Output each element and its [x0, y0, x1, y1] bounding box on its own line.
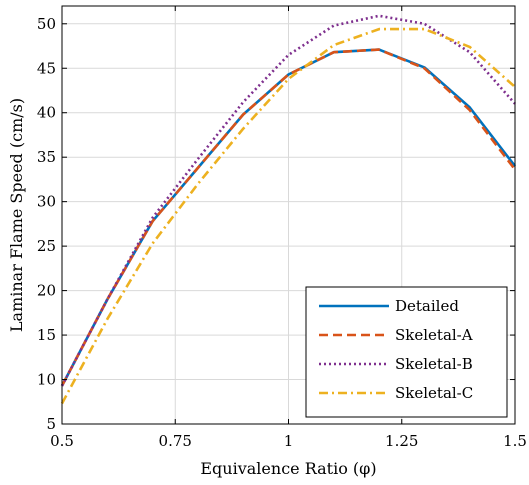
x-tick-label: 1: [284, 432, 294, 450]
x-tick-label: 0.75: [159, 432, 192, 450]
y-tick-label: 25: [37, 237, 56, 255]
legend-box: [305, 286, 508, 418]
x-tick-label: 0.5: [50, 432, 74, 450]
series-line-skeletal-c: [60, 27, 516, 405]
y-tick-label: 20: [37, 282, 56, 300]
y-axis-label: Laminar Flame Speed (cm/s): [7, 98, 26, 332]
x-axis-label: Equivalence Ratio (φ): [200, 459, 376, 478]
y-tick-label: 30: [37, 193, 56, 211]
legend-label-skeletal-b: Skeletal-B: [395, 355, 473, 373]
series-line-skeletal-a: [60, 48, 517, 387]
y-tick-label: 5: [46, 415, 56, 433]
legend-label-skeletal-c: Skeletal-C: [395, 384, 473, 402]
series-lines: [60, 14, 517, 405]
axis-ticks: 0.5 0.75 1 1.25 1.5 5 10 15 20 25 30 35 40 45 50: [37, 6, 527, 450]
y-tick-label: 15: [37, 326, 56, 344]
y-tick-label: 45: [37, 59, 56, 77]
legend-label-skeletal-a: Skeletal-A: [395, 326, 473, 344]
y-tick-label: 50: [37, 15, 56, 33]
legend-label-detailed: Detailed: [395, 297, 459, 315]
y-tick-label: 35: [37, 148, 56, 166]
x-tick-label: 1.25: [385, 432, 418, 450]
y-tick-label: 10: [37, 371, 56, 389]
x-tick-label: 1.5: [503, 432, 527, 450]
legend: Detailed Skeletal-A Skeletal-B Skeletal-C: [305, 286, 508, 418]
y-tick-label: 40: [37, 104, 56, 122]
